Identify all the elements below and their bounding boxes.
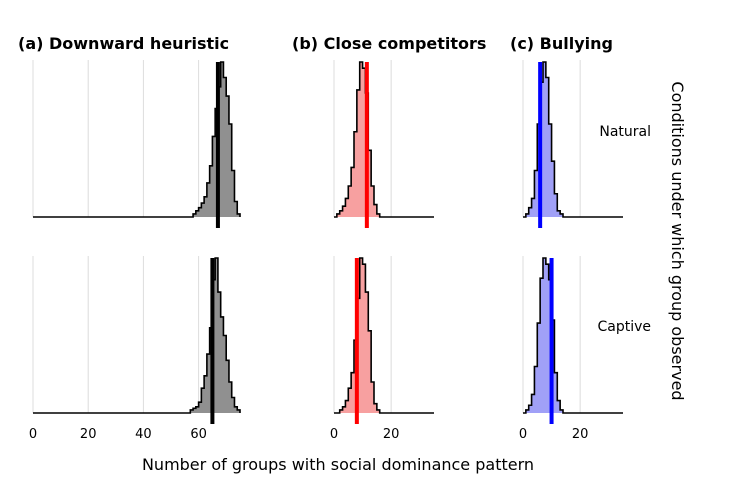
histogram-outline-b-close-competitors-natural: [334, 61, 434, 218]
tick-label-a-downward-heuristic-60: 60: [190, 427, 207, 442]
row-label-natural: Natural: [599, 124, 651, 140]
panel-title-close-competitors: (b) Close competitors: [292, 34, 486, 53]
row-label-captive: Captive: [597, 319, 651, 335]
tick-label-b-close-competitors-20: 20: [383, 427, 400, 442]
histogram-fill-b-close-competitors-captive: [339, 258, 380, 413]
histogram-outline-b-close-competitors-captive: [334, 257, 434, 414]
label-layer: (a) Downward heuristic (b) Close competi…: [18, 34, 687, 474]
tick-label-c-bullying-20: 20: [572, 427, 589, 442]
tick-label-b-close-competitors-0: 0: [330, 427, 338, 442]
x-axis-title: Number of groups with social dominance p…: [142, 455, 534, 474]
histogram-fill-b-close-competitors-natural: [336, 62, 380, 217]
histogram-layer: [33, 61, 623, 414]
x-tick-labels: 0 20 40 60 0 20 0 20: [29, 427, 589, 442]
histogram-outline-a-downward-heuristic-captive: [33, 257, 241, 414]
facet-row-title: Conditions under which group observed: [668, 81, 687, 400]
tick-label-a-downward-heuristic-20: 20: [80, 427, 97, 442]
histogram-outline-c-bullying-captive: [523, 257, 623, 414]
tick-label-c-bullying-0: 0: [519, 427, 527, 442]
panel-title-downward-heuristic: (a) Downward heuristic: [18, 34, 229, 53]
panel-title-bullying: (c) Bullying: [510, 34, 613, 53]
histogram-outline-a-downward-heuristic-natural: [33, 61, 241, 218]
histogram-outline-c-bullying-natural: [523, 61, 623, 218]
observed-line-layer: [210, 62, 554, 424]
histogram-fill-a-downward-heuristic-captive: [190, 258, 240, 413]
grid-layer: [32, 60, 581, 413]
tick-label-a-downward-heuristic-40: 40: [135, 427, 152, 442]
tick-label-a-downward-heuristic-0: 0: [29, 427, 37, 442]
